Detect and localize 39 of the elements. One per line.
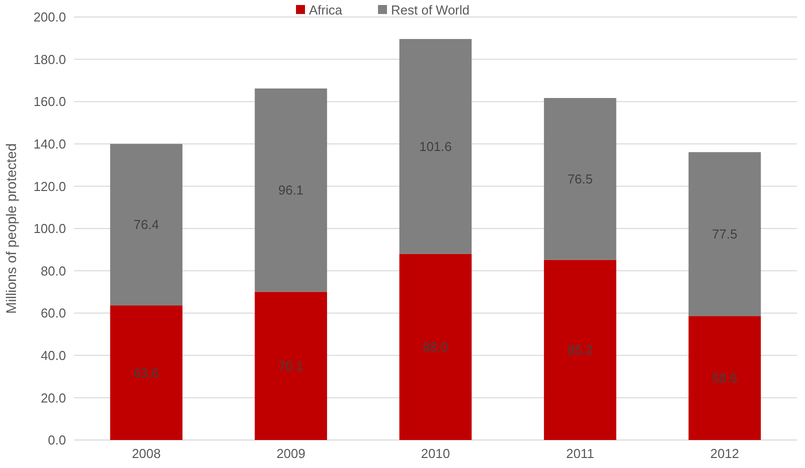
data-label: 101.6 (419, 138, 452, 154)
bar (688, 316, 761, 440)
data-label: 76.4 (134, 217, 159, 232)
data-label: 76.5 (567, 171, 593, 186)
y-tick-label: 20.0 (40, 390, 66, 406)
bar (110, 144, 182, 306)
y-axis-title: Millions of people protected (3, 143, 19, 314)
x-tick-label: 2011 (566, 446, 594, 461)
legend-label: Africa (309, 2, 343, 18)
y-tick-label: 180.0 (33, 52, 66, 67)
data-label: 96.1 (278, 182, 304, 198)
y-tick-label: 40.0 (40, 348, 66, 363)
x-tick-label: 2009 (276, 446, 306, 461)
data-label: 63.6 (134, 365, 159, 380)
legend-label: Rest of World (391, 2, 470, 18)
y-tick-label: 200.0 (33, 10, 66, 25)
x-tick-label: 2010 (421, 446, 450, 461)
y-tick-label: 60.0 (40, 306, 66, 321)
bar (399, 38, 472, 254)
bar (110, 305, 182, 440)
x-tick-label: 2012 (710, 446, 740, 461)
bar (254, 292, 328, 440)
y-tick-label: 80.0 (40, 263, 66, 278)
data-label: 58.6 (712, 370, 738, 386)
data-label: 77.5 (712, 226, 738, 242)
y-tick-label: 160.0 (33, 94, 66, 110)
data-label: 88.0 (422, 339, 448, 354)
bar (254, 88, 328, 292)
data-label: 85.2 (567, 342, 593, 358)
bar (544, 98, 616, 260)
y-tick-label: 0.0 (48, 432, 66, 448)
y-tick-label: 140.0 (33, 136, 66, 152)
data-label: 70.1 (278, 358, 304, 374)
bar (544, 260, 616, 440)
x-tick-label: 2008 (132, 446, 161, 461)
bar (399, 254, 472, 440)
y-tick-label: 120.0 (33, 178, 66, 194)
y-tick-label: 100.0 (33, 221, 66, 236)
bar (688, 152, 761, 316)
